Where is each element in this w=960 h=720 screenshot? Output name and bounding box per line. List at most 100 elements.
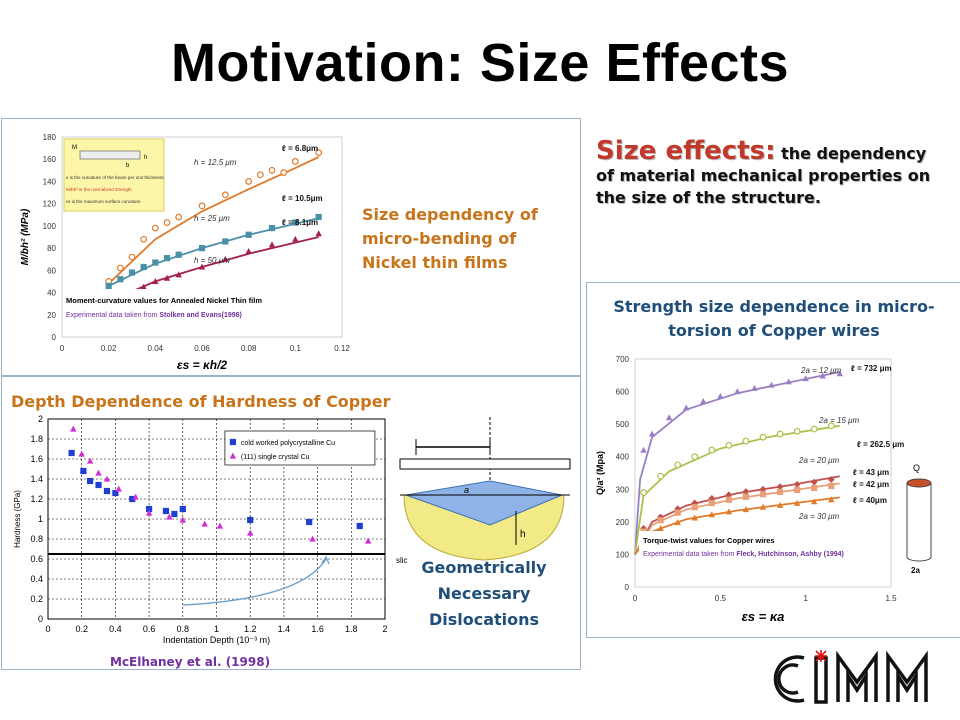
x-tick-label: 1.8 xyxy=(345,624,358,634)
x-tick-label: 0.06 xyxy=(194,344,210,353)
gnd-arrow-head xyxy=(321,555,330,565)
curve-label: ℓ = 6.8μm xyxy=(282,144,318,153)
data-point xyxy=(163,219,171,226)
data-point xyxy=(268,225,276,232)
data-point xyxy=(222,238,229,245)
nickel-panel: 0 20 40 60 80 100 120 140 160 180 0 0.02 0.04 0.06 0.0… xyxy=(1,118,581,376)
svg-text:slic: slic xyxy=(396,556,408,565)
y-tick-label: 1.4 xyxy=(30,474,43,484)
y-axis-label: Q/a³ (Mpa) xyxy=(595,451,605,495)
inset-label-2a: 2a xyxy=(911,566,920,575)
data-point xyxy=(198,245,206,252)
x-tick-label: 1 xyxy=(214,624,219,634)
indentation-schematic: h a slic xyxy=(396,417,571,565)
data-point xyxy=(245,231,252,238)
data-point xyxy=(742,506,750,513)
curve-label: ℓ = 43 μm xyxy=(853,468,889,477)
data-point xyxy=(828,482,835,490)
data-point xyxy=(725,508,733,515)
data-point xyxy=(140,283,147,290)
data-point xyxy=(683,404,690,411)
y-tick-label: 100 xyxy=(43,222,57,231)
data-point xyxy=(810,425,818,433)
legend-entry: (111) single crystal Cu xyxy=(241,454,310,461)
data-point xyxy=(87,477,94,485)
x-tick-label: 0.8 xyxy=(177,624,190,634)
legend-box xyxy=(63,138,165,212)
data-point xyxy=(175,251,182,258)
data-point xyxy=(725,491,733,499)
note-title: Torque-twist values for Copper wires xyxy=(643,536,775,545)
data-point xyxy=(306,518,313,526)
data-point xyxy=(151,224,159,232)
series-fit-line xyxy=(108,156,320,285)
x-tick-label: 0.2 xyxy=(75,624,88,634)
copper-wire-caption: Strength size dependence in micro-torsio… xyxy=(613,297,935,340)
data-point xyxy=(128,269,136,276)
y-tick-label: 200 xyxy=(616,518,630,527)
y-axis-label: M/bh² (MPa) xyxy=(20,208,31,265)
data-point xyxy=(103,475,111,482)
data-point xyxy=(309,535,316,542)
x-tick-label: 0.6 xyxy=(143,624,156,634)
data-point xyxy=(247,529,254,536)
data-point xyxy=(116,264,124,272)
series-label: h = 50 μm xyxy=(194,256,230,265)
y-tick-label: 0.2 xyxy=(30,594,43,604)
svg-text:h: h xyxy=(520,529,526,540)
curve-label: ℓ = 10.5μm xyxy=(282,194,323,203)
data-point xyxy=(292,219,299,226)
x-tick-label: 0.5 xyxy=(715,594,727,603)
series-label: 2a = 20 μm xyxy=(798,456,840,465)
data-point xyxy=(245,248,252,255)
data-point xyxy=(827,476,835,483)
curve-label: ℓ = 42 μm xyxy=(853,480,889,489)
data-point xyxy=(216,522,224,529)
definition-body: the dependency of material mechanical pr… xyxy=(596,144,931,207)
note-source-ref: Stolken and Evans(1998) xyxy=(159,312,241,319)
x-tick-label: 0.04 xyxy=(148,344,164,353)
data-point xyxy=(640,446,647,453)
copper-wire-panel: Strength size dependence in micro-torsio… xyxy=(586,282,960,638)
note-box xyxy=(64,289,290,323)
data-point xyxy=(115,485,122,492)
data-point xyxy=(793,499,801,506)
data-point xyxy=(759,485,767,493)
note-box xyxy=(639,531,853,561)
data-point xyxy=(268,166,276,174)
legend-marker xyxy=(229,452,237,459)
data-point xyxy=(768,381,775,388)
note-title: Moment-curvature values for Annealed Nic… xyxy=(66,296,262,305)
data-point xyxy=(776,501,784,508)
data-point xyxy=(725,441,733,449)
y-tick-label: 120 xyxy=(43,200,57,209)
data-point xyxy=(162,507,170,515)
data-point xyxy=(291,158,299,165)
data-point xyxy=(725,496,732,503)
x-tick-label: 0.12 xyxy=(334,344,350,353)
data-point xyxy=(140,263,147,271)
note-source: Experimental data taken from Fleck, Hutc… xyxy=(643,551,844,558)
size-effects-definition: Size effects: the dependency of material… xyxy=(596,138,946,209)
data-point xyxy=(742,493,750,500)
nickel-caption: Size dependency of micro-bending of Nick… xyxy=(362,205,538,272)
y-tick-label: 0.6 xyxy=(30,554,43,564)
data-point xyxy=(759,503,767,510)
data-point xyxy=(128,253,136,261)
y-axis-label: Hardness (GPa) xyxy=(13,490,22,548)
definition-heading: Size effects: xyxy=(596,136,776,166)
data-point xyxy=(708,511,715,518)
data-point xyxy=(356,522,363,530)
y-tick-label: 0.8 xyxy=(30,534,43,544)
y-tick-label: 600 xyxy=(616,388,630,397)
data-point xyxy=(776,483,784,491)
data-point xyxy=(179,516,186,523)
data-point xyxy=(103,487,111,495)
wire-top xyxy=(906,478,932,488)
x-tick-label: 0 xyxy=(633,594,638,603)
x-tick-label: 1.4 xyxy=(278,624,291,634)
data-point xyxy=(776,430,784,438)
y-tick-label: 160 xyxy=(43,155,57,164)
curve-label: ℓ = 40μm xyxy=(853,496,887,505)
logo-i xyxy=(814,656,828,704)
